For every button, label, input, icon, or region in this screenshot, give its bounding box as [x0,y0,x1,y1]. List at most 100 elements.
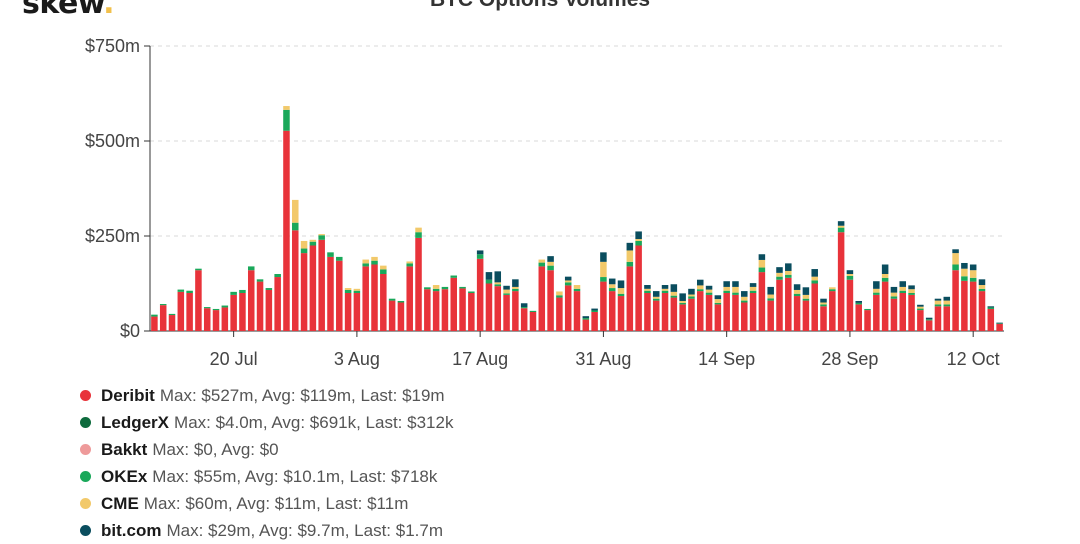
bar-deribit [758,272,766,331]
bar-deribit [230,294,237,331]
bar-deribit [837,232,845,331]
legend-item[interactable]: Bakkt Max: $0, Avg: $0 [80,436,453,463]
bar-deribit [564,285,572,331]
bar-bit-com [978,279,986,286]
bar-okex [441,286,449,290]
bar-deribit [441,289,449,331]
bar-cme [318,234,325,236]
legend-item[interactable]: Deribit Max: $527m, Avg: $119m, Last: $19… [80,382,453,409]
bar-okex [617,293,625,297]
bar-okex [397,300,405,303]
bar-deribit [635,245,642,331]
bar-okex [177,289,185,292]
bar-deribit [424,289,431,331]
legend-marker [80,498,91,510]
bar-okex [943,304,951,307]
bar-okex [432,288,440,292]
legend-marker [80,417,91,429]
bar-deribit [697,291,704,331]
chart-title: BTC Options Volumes [0,0,1080,12]
legend-series-stats: Max: $4.0m, Avg: $691k, Last: $312k [174,413,454,432]
bar-cme [758,259,766,268]
bar-cme [899,286,907,291]
bar-okex [969,277,977,282]
bar-okex [265,288,273,290]
bar-okex [635,240,642,246]
bar-cme [697,285,704,290]
bar-bit-com [652,291,660,297]
bar-cme [670,291,678,296]
bar-bit-com [697,279,704,286]
bar-cme [741,296,748,301]
legend-item[interactable]: LedgerX Max: $4.0m, Avg: $691k, Last: $31… [80,409,453,436]
bar-okex [168,313,176,316]
bar-cme [846,274,854,276]
bar-bit-com [820,298,827,303]
bar-cme [908,289,915,293]
bar-okex [987,307,995,309]
bar-cme [705,289,713,293]
bar-cme [802,294,810,299]
bar-okex [336,256,343,261]
bar-deribit [864,310,871,331]
x-tick-label: 12 Oct [947,349,1000,369]
bar-deribit [485,283,493,331]
bar-bit-com [723,281,730,287]
bar-okex [952,264,959,271]
bar-okex [688,296,695,299]
bar-bit-com [793,284,801,290]
bar-deribit [644,293,651,331]
bar-deribit [908,294,915,331]
bar-deribit [283,130,290,331]
bar-cme [723,286,730,291]
legend-item[interactable]: bit.com Max: $29m, Avg: $9.7m, Last: $1.7… [80,517,453,544]
bar-deribit [538,266,546,331]
bar-cme [538,259,546,263]
bar-cme [300,240,308,249]
bar-deribit [732,294,739,331]
bar-deribit [749,293,757,331]
bar-okex [274,274,281,278]
x-tick-label: 20 Jul [210,349,258,369]
y-tick-label: $750m [85,36,140,56]
bar-deribit [336,260,343,331]
legend-series-name: Bakkt [101,440,148,459]
bar-cme [644,288,651,291]
legend-item[interactable]: CME Max: $60m, Avg: $11m, Last: $11m [80,490,453,517]
bar-cme [608,284,616,289]
bar-cme [652,296,660,299]
bar-cme [890,292,898,297]
bar-deribit [300,253,308,331]
y-tick-label: $500m [85,131,140,151]
bar-okex [864,308,871,311]
bar-deribit [344,293,352,331]
bar-cme [626,250,634,262]
bar-deribit [547,270,554,331]
bar-okex [917,308,924,311]
bar-okex [556,295,563,298]
bar-deribit [626,266,634,331]
bar-okex [221,305,229,308]
bar-deribit [600,281,607,331]
bar-deribit [652,300,660,331]
bar-okex [476,254,484,259]
bar-okex [406,263,413,267]
bar-cme [283,106,290,110]
bar-bit-com [485,272,493,280]
bar-cme [309,239,317,242]
bar-okex [661,290,669,293]
bar-deribit [203,308,211,331]
legend-series-stats: Max: $527m, Avg: $119m, Last: $19m [159,386,445,405]
bar-deribit [318,239,325,331]
bar-deribit [670,297,678,331]
bar-deribit [406,266,413,331]
legend-item[interactable]: OKEx Max: $55m, Avg: $10.1m, Last: $718k [80,463,453,490]
bar-deribit [388,300,396,331]
bar-deribit [987,308,995,331]
bar-cme [829,287,836,290]
bar-okex [485,279,493,284]
bar-okex [705,292,713,295]
bar-okex [380,269,387,274]
bar-bit-com [732,281,739,287]
bar-bit-com [617,280,625,289]
